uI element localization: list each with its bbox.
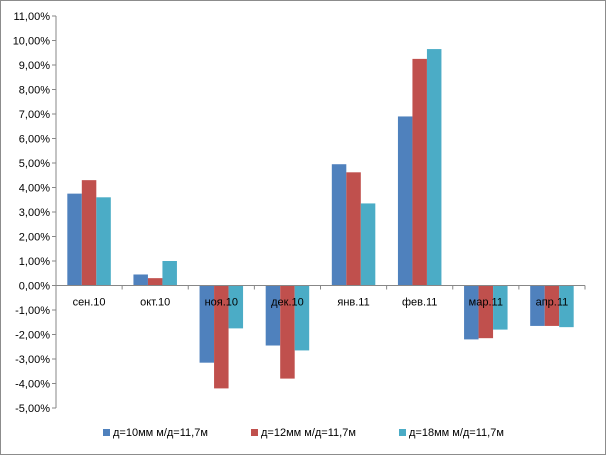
y-tick-label: 5,00% <box>19 158 50 170</box>
y-tick-label: -5,00% <box>15 403 50 415</box>
bar <box>280 285 295 379</box>
legend-swatch <box>251 429 258 436</box>
bar <box>397 116 413 286</box>
y-tick-label: 1,00% <box>19 256 50 268</box>
legend-swatch <box>399 429 406 436</box>
bar <box>360 203 376 286</box>
y-tick-label: 8,00% <box>19 85 50 97</box>
bar <box>81 180 97 286</box>
bar <box>162 261 177 286</box>
category-label: янв.11 <box>337 297 369 309</box>
y-tick-label: 2,00% <box>19 232 50 244</box>
y-tick-label: -2,00% <box>15 330 50 342</box>
x-axis-categories: сен.10 окт.10 ноя.10 дек.10 янв.11 фев.11 мар.… <box>55 285 586 309</box>
bar <box>464 285 479 340</box>
category-label: ноя.10 <box>205 297 238 309</box>
bar <box>228 285 244 329</box>
y-axis-ticks: -5,00% -4,00% -3,00% -2,00% -1,00% 0,00% 1,00%… <box>13 11 56 415</box>
legend: д=10мм м/д=11,7м д=12мм м/д=11,7м д=18мм м… <box>103 427 504 439</box>
bar <box>265 285 281 346</box>
legend-label: д=18мм м/д=11,7м <box>409 427 504 439</box>
bar <box>559 285 574 328</box>
category-label: мар.11 <box>469 297 503 309</box>
y-tick-label: 0,00% <box>19 281 50 293</box>
category-label: апр.11 <box>536 297 569 309</box>
y-tick-label: 7,00% <box>19 109 50 121</box>
category-label: сен.10 <box>73 297 106 309</box>
legend-swatch <box>103 429 110 436</box>
y-tick-label: 6,00% <box>19 134 50 146</box>
bar <box>214 285 229 389</box>
bar <box>331 164 347 286</box>
bar <box>544 285 560 326</box>
category-label: дек.10 <box>271 297 304 309</box>
axes-layer <box>55 16 585 408</box>
bar <box>346 172 361 286</box>
bar <box>96 197 111 286</box>
category-label: фев.11 <box>402 297 438 309</box>
y-tick-label: 11,00% <box>14 11 51 23</box>
bar <box>426 49 442 286</box>
y-tick-label: -1,00% <box>15 305 50 317</box>
bar <box>493 285 508 330</box>
bar <box>478 285 494 339</box>
y-tick-label: 9,00% <box>19 60 50 72</box>
legend-label: д=12мм м/д=11,7м <box>261 427 356 439</box>
category-label: окт.10 <box>140 297 170 309</box>
y-tick-label: 4,00% <box>19 183 50 195</box>
bars-layer <box>67 49 574 389</box>
bar <box>67 193 82 286</box>
y-tick-label: 10,00% <box>13 36 51 48</box>
bar <box>199 285 215 363</box>
legend-label: д=10мм м/д=11,7м <box>113 427 208 439</box>
bar <box>530 285 545 326</box>
bar <box>412 58 427 286</box>
bar <box>133 274 148 286</box>
bar <box>147 278 163 286</box>
bar <box>294 285 310 351</box>
y-tick-label: 3,00% <box>19 207 50 219</box>
y-tick-label: -4,00% <box>15 379 50 391</box>
y-tick-label: -3,00% <box>15 354 50 366</box>
